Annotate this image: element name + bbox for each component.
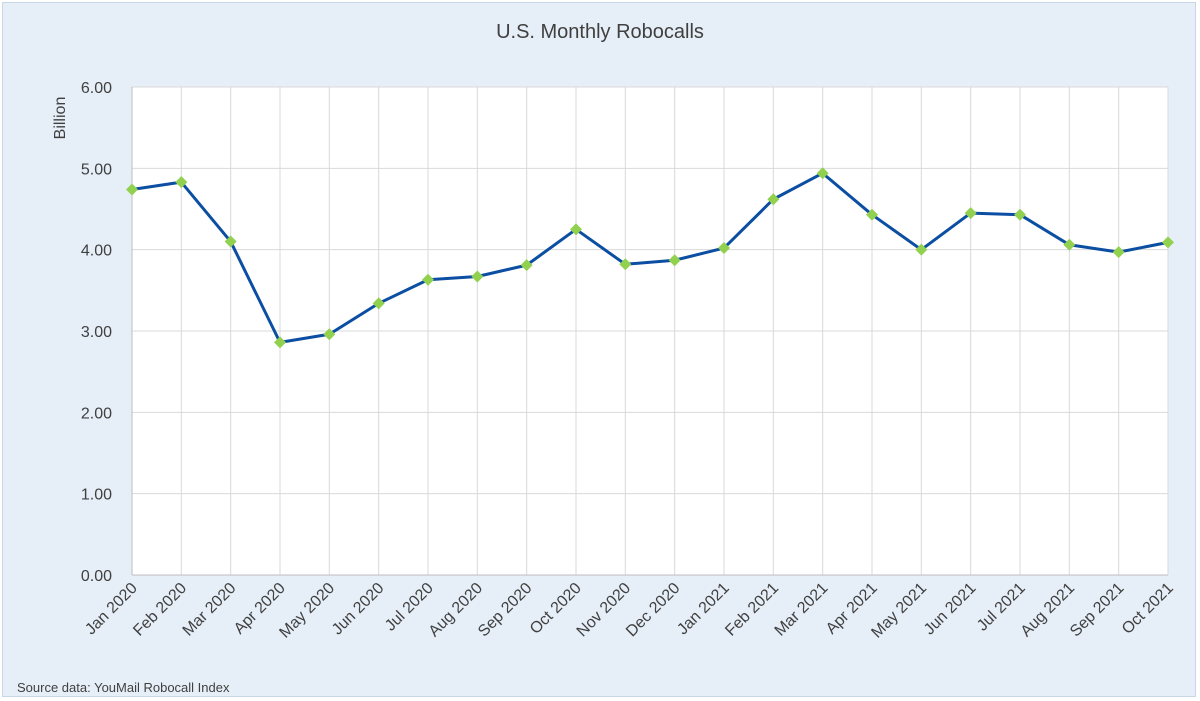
x-tick-label: Jun 2021 — [921, 580, 980, 639]
data-point-marker — [1162, 236, 1174, 249]
x-tick-label: Feb 2021 — [722, 580, 782, 640]
x-tick-label: Jun 2020 — [329, 580, 388, 639]
data-point-marker — [718, 242, 730, 255]
y-tick-label: 3.00 — [81, 324, 112, 341]
data-point-marker — [1112, 246, 1125, 259]
y-tick-label: 4.00 — [81, 243, 112, 260]
data-point-marker — [964, 207, 977, 220]
data-point-marker — [1063, 238, 1076, 251]
data-point-marker — [619, 258, 632, 271]
y-tick-label: 5.00 — [81, 161, 112, 178]
data-point-marker — [372, 297, 385, 310]
x-tick-label: Feb 2020 — [130, 580, 190, 640]
data-point-marker — [520, 259, 533, 272]
x-tick-label: Sep 2021 — [1067, 580, 1128, 641]
y-tick-label: 1.00 — [81, 487, 112, 504]
data-point-marker — [323, 328, 336, 341]
data-point-marker — [570, 223, 582, 236]
data-point-marker — [866, 208, 878, 221]
data-point-marker — [175, 176, 188, 189]
data-point-marker — [915, 243, 928, 256]
chart-title: U.S. Monthly Robocalls — [496, 21, 704, 43]
y-axis-title: Billion — [52, 97, 69, 140]
x-tick-label: Dec 2020 — [623, 580, 684, 641]
data-point-marker — [668, 254, 681, 267]
data-point-marker — [767, 193, 780, 206]
data-point-marker — [126, 183, 138, 196]
source-note: Source data: YouMail Robocall Index — [17, 680, 230, 695]
data-point-marker — [274, 336, 286, 349]
x-tick-label: Mar 2021 — [772, 580, 832, 640]
series-line — [131, 171, 1169, 344]
y-tick-label: 0.00 — [81, 568, 112, 585]
data-point-marker — [1014, 208, 1026, 221]
x-tick-label: Mar 2020 — [180, 580, 240, 640]
x-tick-label: Sep 2020 — [475, 580, 536, 641]
data-point-marker — [471, 270, 484, 283]
y-tick-label: 2.00 — [81, 405, 112, 422]
x-tick-label: Oct 2021 — [1119, 580, 1177, 638]
data-point-marker — [422, 273, 434, 286]
y-tick-label: 6.00 — [81, 80, 112, 97]
data-point-marker — [224, 235, 237, 248]
data-point-marker — [816, 167, 829, 180]
